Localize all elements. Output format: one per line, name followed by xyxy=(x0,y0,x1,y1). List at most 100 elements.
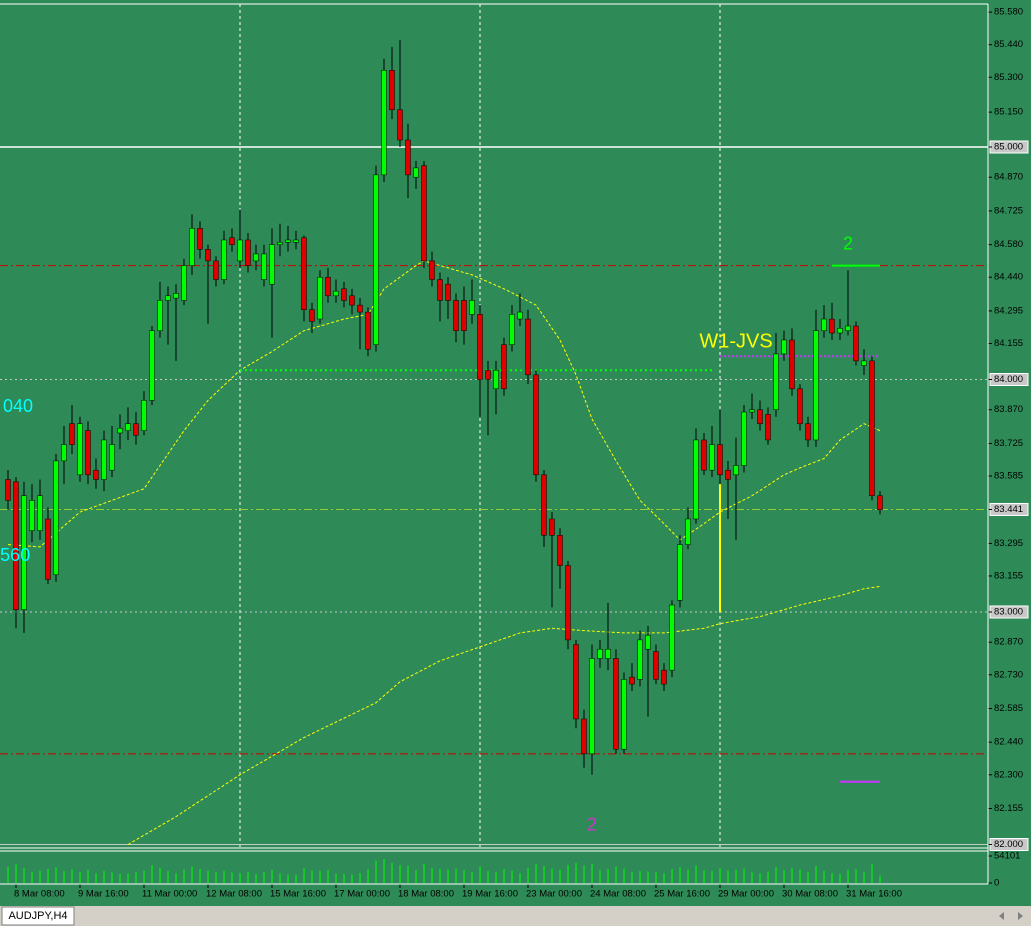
candle-body xyxy=(93,469,99,480)
annotation: 2 xyxy=(587,815,597,835)
annotation: 040 xyxy=(3,396,33,416)
candle-body xyxy=(157,300,163,331)
candle-body xyxy=(189,228,195,266)
candle-body xyxy=(173,293,179,299)
candle-body xyxy=(245,239,251,266)
candle-body xyxy=(253,253,259,262)
candle-body xyxy=(389,70,395,111)
y-tick-label: 82.730 xyxy=(994,669,1023,680)
candle-body xyxy=(861,360,867,366)
y-tick-label: 83.295 xyxy=(994,538,1023,549)
candle-body xyxy=(165,295,171,301)
candle-body xyxy=(53,460,59,576)
x-tick-label: 31 Mar 16:00 xyxy=(846,889,902,900)
x-tick-label: 15 Mar 16:00 xyxy=(270,889,326,900)
candle-body xyxy=(741,411,747,466)
candle-body xyxy=(365,311,371,350)
candle-body xyxy=(773,353,779,410)
candle-body xyxy=(661,669,667,685)
y-tick-label: 85.580 xyxy=(994,7,1023,18)
x-tick-label: 12 Mar 08:00 xyxy=(206,889,262,900)
moving-average xyxy=(7,260,881,548)
candle-body xyxy=(693,439,699,520)
tab-bar xyxy=(0,906,1031,926)
candle-body xyxy=(541,474,547,536)
price-panel: 2 W1-JVS 2 040 560 xyxy=(0,4,988,848)
annotation: 2 xyxy=(843,233,853,253)
candle-body xyxy=(117,428,123,434)
candle-body xyxy=(837,328,843,334)
candle-body xyxy=(293,239,299,243)
candle-body xyxy=(445,283,451,301)
candle-body xyxy=(205,249,211,262)
candle-body xyxy=(701,439,707,471)
candle-body xyxy=(437,279,443,301)
candle-body xyxy=(301,237,307,310)
y-tick-label: 85.300 xyxy=(994,72,1023,83)
y-tick-label: 84.870 xyxy=(994,172,1023,183)
candle-body xyxy=(821,318,827,331)
y-tick-label: 83.725 xyxy=(994,438,1023,449)
candle-body xyxy=(261,253,267,280)
candle-body xyxy=(413,167,419,178)
candle-body xyxy=(349,295,355,306)
candle-body xyxy=(477,314,483,380)
candle-body xyxy=(197,228,203,250)
x-tick-label: 11 Mar 00:00 xyxy=(142,889,197,900)
volume-tick-label: 0 xyxy=(994,878,999,889)
candle-body xyxy=(669,604,675,671)
x-tick-label: 18 Mar 08:00 xyxy=(398,889,454,900)
x-tick-label: 25 Mar 16:00 xyxy=(654,889,710,900)
candle-body xyxy=(573,644,579,720)
candle-body xyxy=(485,369,491,380)
candle-body xyxy=(677,544,683,601)
x-tick-label: 8 Mar 08:00 xyxy=(14,889,65,900)
x-tick-label: 9 Mar 16:00 xyxy=(78,889,129,900)
x-tick-label: 23 Mar 00:00 xyxy=(526,889,582,900)
candle-body xyxy=(277,242,283,245)
volume-tick-label: 54101 xyxy=(994,851,1020,862)
candle-body xyxy=(317,276,323,320)
candle-body xyxy=(605,648,611,659)
candle-body xyxy=(453,300,459,331)
symbol-tab[interactable] xyxy=(1,906,75,926)
y-tick-label: 82.000 xyxy=(994,839,1023,850)
symbol-tab-label[interactable]: AUDJPY,H4 xyxy=(8,910,67,922)
candle-body xyxy=(549,518,555,536)
candle-body xyxy=(581,718,587,755)
candle-body xyxy=(37,495,43,531)
candle-body xyxy=(149,330,155,401)
candle-body xyxy=(597,648,603,659)
candle-body xyxy=(589,658,595,755)
candle-body xyxy=(373,174,379,345)
candle-body xyxy=(717,444,723,476)
candle-body xyxy=(805,423,811,441)
scroll-left[interactable] xyxy=(999,912,1004,920)
y-tick-label: 82.155 xyxy=(994,803,1023,814)
scroll-right[interactable] xyxy=(1018,912,1023,920)
y-tick-label: 84.295 xyxy=(994,305,1023,316)
candle-body xyxy=(765,414,771,441)
candle-body xyxy=(341,288,347,301)
candle-body xyxy=(645,635,651,650)
candle-body xyxy=(85,430,91,476)
candle-body xyxy=(125,423,131,431)
candle-body xyxy=(533,374,539,476)
annotation: 560 xyxy=(0,545,30,565)
candle-body xyxy=(637,639,643,680)
x-tick-label: 29 Mar 00:00 xyxy=(718,889,774,900)
candle-body xyxy=(381,70,387,176)
y-tick-label: 82.870 xyxy=(994,637,1023,648)
y-tick-label: 83.441 xyxy=(994,504,1023,515)
candle-body xyxy=(77,423,83,476)
y-tick-label: 83.585 xyxy=(994,471,1023,482)
candle-body xyxy=(493,369,499,390)
candle-body xyxy=(757,409,763,424)
candle-body xyxy=(845,325,851,331)
candle-body xyxy=(29,500,35,531)
y-tick-label: 84.000 xyxy=(994,374,1023,385)
candle-body xyxy=(397,109,403,141)
candle-body xyxy=(61,444,67,462)
candle-body xyxy=(565,565,571,641)
